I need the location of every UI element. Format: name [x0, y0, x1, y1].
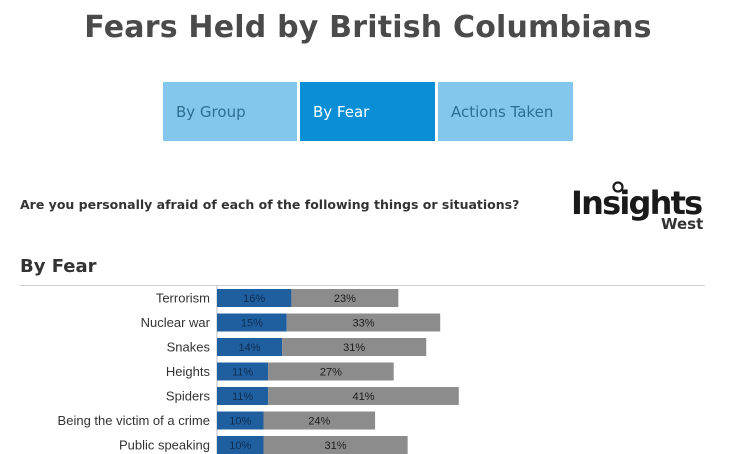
category-label: Terrorism	[156, 291, 210, 306]
data-label: 16%	[243, 293, 265, 305]
bar-segment	[217, 338, 283, 356]
data-label: 15%	[241, 318, 263, 330]
bar-segment	[217, 387, 269, 405]
logo-mark-icon	[612, 181, 624, 193]
category-label: Public speaking	[119, 438, 210, 453]
data-label: 41%	[352, 391, 374, 403]
data-label: 23%	[334, 293, 356, 305]
bar-segment	[217, 362, 269, 381]
bar-segment	[268, 362, 394, 381]
category-label: Heights	[166, 364, 211, 379]
data-label: 31%	[343, 342, 365, 354]
category-label: Being the victim of a crime	[58, 413, 210, 428]
bar-segment	[217, 436, 264, 454]
bar-segment	[282, 338, 427, 356]
data-label: 33%	[352, 318, 374, 330]
tab-bar: By Group By Fear Actions Taken	[163, 82, 573, 141]
fears-bar-chart: Terrorism 16% 23% Nuclear war 15% 33% Snakes 14…	[58, 285, 459, 454]
data-label: 10%	[229, 416, 251, 428]
section-title: By Fear	[20, 256, 97, 277]
category-label: Nuclear war	[141, 315, 211, 330]
tab-actions-taken[interactable]: Actions Taken	[438, 82, 573, 141]
category-label: Spiders	[166, 389, 211, 404]
data-label: 11%	[232, 367, 253, 379]
tab-by-fear[interactable]: By Fear	[300, 82, 435, 141]
category-label: Snakes	[167, 340, 211, 355]
data-label: 31%	[325, 440, 347, 452]
bar-segment	[217, 411, 264, 430]
data-label: 27%	[320, 367, 342, 379]
bar-segment	[286, 313, 441, 332]
bar-segment	[217, 289, 292, 307]
bar-segment	[291, 289, 399, 307]
logo-subtext: West	[661, 215, 704, 233]
bar-segment	[263, 411, 376, 430]
bar-segment	[263, 436, 408, 454]
bar-segment	[268, 387, 459, 405]
data-label: 10%	[229, 440, 251, 452]
bar-segment	[217, 313, 287, 332]
data-label: 24%	[308, 416, 330, 428]
divider	[20, 285, 705, 286]
data-label: 14%	[239, 342, 261, 354]
tab-by-group[interactable]: By Group	[163, 82, 297, 141]
survey-question: Are you personally afraid of each of the…	[20, 197, 520, 212]
logo-wordmark: Insights	[571, 184, 703, 222]
insights-west-logo: Insights West	[570, 180, 704, 236]
page-title: Fears Held by British Columbians	[84, 10, 652, 45]
data-label: 11%	[232, 391, 253, 403]
